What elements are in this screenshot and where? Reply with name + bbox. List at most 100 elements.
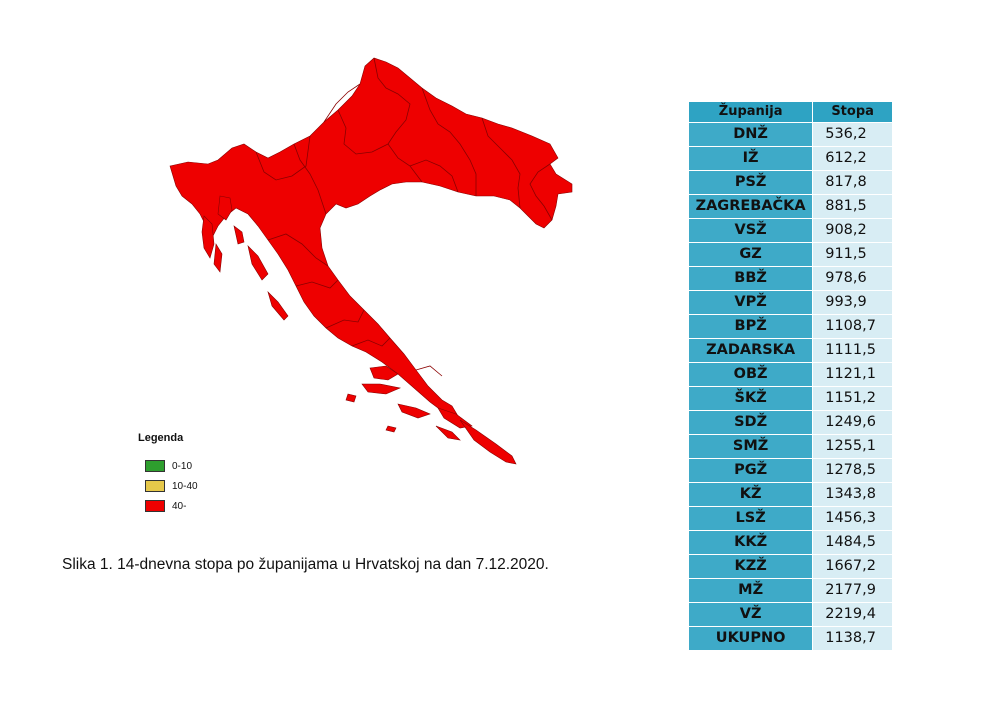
county-border <box>409 159 459 193</box>
table-row: ZAGREBAČKA 881,5 <box>687 194 893 219</box>
county-border <box>325 309 365 329</box>
rate-value-cell: 1484,5 <box>812 530 893 555</box>
map-legend: Legenda 0-10 10-40 40- <box>138 432 258 516</box>
county-name-cell: BPŽ <box>687 314 814 339</box>
table-row: KKŽ 1484,5 <box>687 530 893 555</box>
rate-value-cell: 612,2 <box>812 146 893 171</box>
county-regions <box>169 57 573 465</box>
county-border <box>295 279 339 289</box>
table-row: SMŽ 1255,1 <box>687 434 893 459</box>
rate-value-cell: 1111,5 <box>812 338 893 363</box>
rate-value-cell: 908,2 <box>812 218 893 243</box>
island-mljet <box>435 425 461 441</box>
table-row: ZADARSKA 1111,5 <box>687 338 893 363</box>
rate-value-cell: 536,2 <box>812 122 893 147</box>
table-row: VPŽ 993,9 <box>687 290 893 315</box>
county-name-cell: SMŽ <box>687 434 814 459</box>
croatia-mainland <box>169 57 573 417</box>
county-border <box>293 143 327 215</box>
island-brac <box>369 365 399 381</box>
county-name-cell: OBŽ <box>687 362 814 387</box>
county-name-cell: VSŽ <box>687 218 814 243</box>
county-border <box>255 135 311 181</box>
table-body: DNŽ 536,2 IŽ 612,2 PSŽ 817,8 ZAGREBAČKA 881,5 VS… <box>687 122 893 651</box>
table-row: KZŽ 1667,2 <box>687 554 893 579</box>
legend-label: 40- <box>172 500 187 512</box>
column-header-county: Županija <box>687 101 814 123</box>
county-name-cell: PSŽ <box>687 170 814 195</box>
rate-value-cell: 1667,2 <box>812 554 893 579</box>
county-border <box>351 337 391 347</box>
legend-item: 10-40 <box>138 476 258 496</box>
county-border <box>481 117 521 209</box>
dubrovnik-strip <box>459 419 517 465</box>
county-border <box>337 109 423 183</box>
rate-value-cell: 978,6 <box>812 266 893 291</box>
table-row: SDŽ 1249,6 <box>687 410 893 435</box>
rate-value-cell: 993,9 <box>812 290 893 315</box>
county-name-cell: UKUPNO <box>687 626 814 651</box>
county-name-cell: BBŽ <box>687 266 814 291</box>
county-name-cell: MŽ <box>687 578 814 603</box>
county-border <box>267 233 329 267</box>
table-row: IŽ 612,2 <box>687 146 893 171</box>
county-border <box>373 57 411 145</box>
table-row: DNŽ 536,2 <box>687 122 893 147</box>
county-name-cell: ZAGREBAČKA <box>687 194 814 219</box>
table-row: VŽ 2219,4 <box>687 602 893 627</box>
rate-value-cell: 1121,1 <box>812 362 893 387</box>
table-row: KŽ 1343,8 <box>687 482 893 507</box>
county-border <box>323 83 361 123</box>
county-name-cell: LSŽ <box>687 506 814 531</box>
county-name-cell: ZADARSKA <box>687 338 814 363</box>
rate-value-cell: 1456,3 <box>812 506 893 531</box>
rate-value-cell: 2177,9 <box>812 578 893 603</box>
county-name-cell: PGŽ <box>687 458 814 483</box>
table-row: PSŽ 817,8 <box>687 170 893 195</box>
county-name-cell: ŠKŽ <box>687 386 814 411</box>
county-name-cell: KZŽ <box>687 554 814 579</box>
county-name-cell: KŽ <box>687 482 814 507</box>
rate-value-cell: 1343,8 <box>812 482 893 507</box>
table-row: UKUPNO 1138,7 <box>687 626 893 651</box>
county-name-cell: KKŽ <box>687 530 814 555</box>
legend-swatch <box>145 480 165 492</box>
county-border <box>421 87 477 196</box>
rate-value-cell: 1249,6 <box>812 410 893 435</box>
island-vis <box>345 393 357 403</box>
column-header-rate: Stopa <box>812 101 893 123</box>
island-losinj <box>213 243 223 273</box>
county-border <box>415 365 443 377</box>
legend-item: 40- <box>138 496 258 516</box>
county-name-cell: VŽ <box>687 602 814 627</box>
table-row: PGŽ 1278,5 <box>687 458 893 483</box>
legend-label: 0-10 <box>172 460 193 472</box>
county-name-cell: VPŽ <box>687 290 814 315</box>
table-row: ŠKŽ 1151,2 <box>687 386 893 411</box>
table-row: BBŽ 978,6 <box>687 266 893 291</box>
rate-value-cell: 817,8 <box>812 170 893 195</box>
rate-value-cell: 2219,4 <box>812 602 893 627</box>
county-name-cell: DNŽ <box>687 122 814 147</box>
rate-value-cell: 1138,7 <box>812 626 893 651</box>
figure-caption: Slika 1. 14-dnevna stopa po županijama u… <box>62 556 549 573</box>
county-name-cell: IŽ <box>687 146 814 171</box>
rate-value-cell: 1278,5 <box>812 458 893 483</box>
table-row: OBŽ 1121,1 <box>687 362 893 387</box>
table-row: VSŽ 908,2 <box>687 218 893 243</box>
legend-swatch <box>145 500 165 512</box>
rate-value-cell: 1108,7 <box>812 314 893 339</box>
table-row: LSŽ 1456,3 <box>687 506 893 531</box>
table-row: BPŽ 1108,7 <box>687 314 893 339</box>
county-name-cell: SDŽ <box>687 410 814 435</box>
croatia-county-map <box>160 48 580 478</box>
table-row: GZ 911,5 <box>687 242 893 267</box>
county-rate-table: Županija Stopa DNŽ 536,2 IŽ 612,2 PSŽ 817,8 ZA… <box>687 101 893 651</box>
rate-value-cell: 911,5 <box>812 242 893 267</box>
island-hvar <box>361 383 402 395</box>
rate-value-cell: 1151,2 <box>812 386 893 411</box>
legend-title: Legenda <box>138 432 184 444</box>
rate-value-cell: 1255,1 <box>812 434 893 459</box>
county-border <box>529 163 553 221</box>
table-header-row: Županija Stopa <box>687 101 893 123</box>
